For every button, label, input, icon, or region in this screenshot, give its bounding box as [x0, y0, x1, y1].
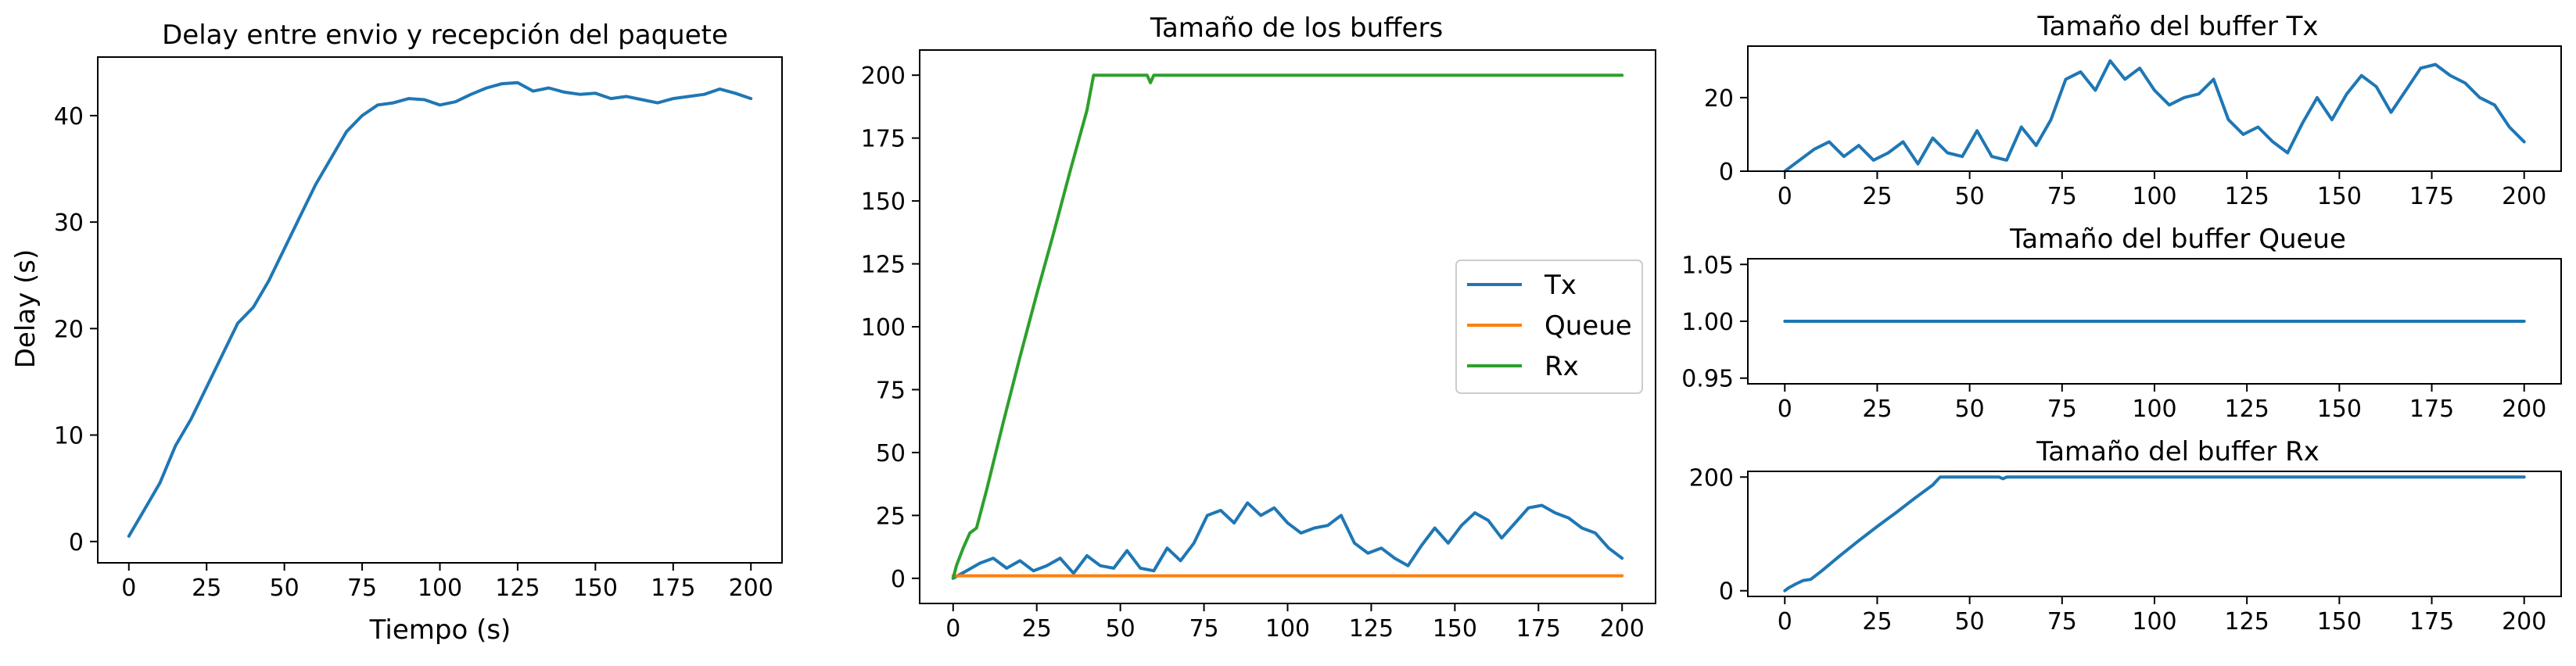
- queue-xtick-label: 25: [1862, 396, 1892, 423]
- rx-xtick-label: 150: [2317, 608, 2362, 636]
- rx-xtick-label: 75: [2047, 608, 2077, 636]
- tx-ytick-label: 0: [1719, 159, 1734, 186]
- tx-xtick-label: 200: [2502, 183, 2546, 210]
- buffers-ytick-label: 50: [876, 440, 906, 467]
- buffers-ytick-label: 150: [861, 188, 906, 216]
- buffers-ytick-label: 100: [861, 314, 906, 342]
- rx-ytick-label: 200: [1689, 464, 1734, 492]
- tx-xtick-label: 25: [1862, 183, 1892, 210]
- buffers-ytick-label: 200: [861, 63, 906, 90]
- buffers-xtick-label: 175: [1516, 615, 1561, 643]
- delay-xtick-label: 0: [121, 575, 136, 602]
- queue-ytick-label: 1.05: [1681, 252, 1734, 279]
- delay-axes: 0 25 50 75 100 125 150 175 200 0 10 20 30 40: [54, 56, 783, 602]
- tx-xtick-label: 75: [2047, 183, 2077, 210]
- rx-xtick-label: 100: [2132, 608, 2176, 636]
- delay-chart-ylabel: Delay (s): [10, 249, 41, 369]
- queue-xtick-label: 0: [1778, 396, 1792, 423]
- legend-frame: [1455, 260, 1643, 394]
- legend-label-queue: Queue: [1545, 310, 1632, 342]
- queue-xtick-label: 200: [2502, 396, 2546, 423]
- rx-axes: 0 25 50 75 100 125 150 175 200 0 200: [1689, 464, 2562, 636]
- buffers-line-tx: [951, 501, 1624, 580]
- delay-xtick-label: 150: [573, 575, 618, 602]
- queue-chart-title: Tamaño del buffer Queue: [2009, 224, 2346, 255]
- delay-ytick-label: 30: [54, 209, 84, 237]
- buffers-axes: 0 25 50 75 100 125 150 175 200 0 25 50 75 100 125 150 17…: [861, 49, 1656, 643]
- queue-ytick-label: 1.00: [1681, 309, 1734, 336]
- queue-xtick-label: 150: [2317, 396, 2362, 423]
- tx-axes: 0 25 50 75 100 125 150 175 200 0 20: [1704, 45, 2562, 210]
- tx-xtick-label: 150: [2317, 183, 2362, 210]
- rx-ytick-label: 0: [1719, 578, 1734, 606]
- tx-frame: [1747, 45, 2562, 172]
- buffers-xtick-label: 0: [945, 615, 960, 643]
- buffers-xtick-label: 50: [1106, 615, 1136, 643]
- delay-ytick-label: 0: [69, 529, 84, 557]
- queue-xtick-label: 125: [2225, 396, 2269, 423]
- tx-xtick-label: 100: [2132, 183, 2176, 210]
- delay-frame: [97, 56, 783, 564]
- legend-label-tx: Tx: [1544, 270, 1577, 301]
- rx-xtick-label: 200: [2502, 608, 2546, 636]
- rx-xtick-label: 125: [2225, 608, 2269, 636]
- delay-ytick-label: 10: [54, 423, 84, 450]
- buffers-ytick-label: 25: [876, 503, 906, 530]
- buffers-xtick-label: 75: [1189, 615, 1218, 643]
- queue-axes: 0 25 50 75 100 125 150 175 200 0.95 1.00 1.05: [1681, 252, 2562, 423]
- delay-xtick-label: 50: [270, 575, 300, 602]
- rx-xtick-label: 0: [1778, 608, 1792, 636]
- rx-line-series-0: [1783, 475, 2526, 593]
- rx-xtick-label: 175: [2409, 608, 2454, 636]
- tx-chart-title: Tamaño del buffer Tx: [2037, 11, 2319, 42]
- rx-xtick-label: 25: [1862, 608, 1892, 636]
- delay-xtick-label: 75: [347, 575, 377, 602]
- delay-xtick-label: 125: [495, 575, 540, 602]
- tx-xtick-label: 0: [1778, 183, 1792, 210]
- delay-xtick-label: 200: [729, 575, 773, 602]
- tx-xtick-label: 125: [2225, 183, 2269, 210]
- buffers-ytick-label: 0: [891, 566, 906, 593]
- queue-xtick-label: 75: [2047, 396, 2077, 423]
- rx-xtick-label: 50: [1955, 608, 1985, 636]
- delay-line-series-0: [127, 81, 753, 538]
- buffers-xtick-label: 125: [1349, 615, 1394, 643]
- delay-chart-xlabel: Tiempo (s): [369, 614, 511, 646]
- delay-chart-title: Delay entre envio y recepción del paquet…: [162, 20, 728, 51]
- delay-xtick-label: 25: [192, 575, 221, 602]
- rx-chart-title: Tamaño del buffer Rx: [2036, 436, 2319, 467]
- tx-ytick-label: 20: [1704, 85, 1734, 113]
- delay-xtick-label: 175: [651, 575, 695, 602]
- queue-xtick-label: 175: [2409, 396, 2454, 423]
- buffers-legend: Tx Queue Rx: [1455, 260, 1643, 394]
- queue-ytick-label: 0.95: [1681, 366, 1734, 393]
- buffers-ytick-label: 175: [861, 126, 906, 153]
- buffers-chart-title: Tamaño de los buffers: [1150, 13, 1443, 44]
- queue-xtick-label: 50: [1955, 396, 1985, 423]
- delay-ytick-label: 40: [54, 103, 84, 131]
- buffers-xtick-label: 25: [1022, 615, 1052, 643]
- buffers-ytick-label: 125: [861, 252, 906, 279]
- buffers-xtick-label: 150: [1433, 615, 1477, 643]
- buffers-xtick-label: 100: [1265, 615, 1310, 643]
- tx-xtick-label: 50: [1955, 183, 1985, 210]
- legend-label-rx: Rx: [1545, 351, 1579, 382]
- delay-xtick-label: 100: [418, 575, 462, 602]
- tx-xtick-label: 175: [2409, 183, 2454, 210]
- queue-xtick-label: 100: [2132, 396, 2176, 423]
- tx-line-series-0: [1783, 59, 2526, 173]
- delay-ytick-label: 20: [54, 316, 84, 343]
- buffers-line-rx: [951, 73, 1624, 580]
- buffers-ytick-label: 75: [876, 377, 906, 404]
- buffers-xtick-label: 200: [1600, 615, 1645, 643]
